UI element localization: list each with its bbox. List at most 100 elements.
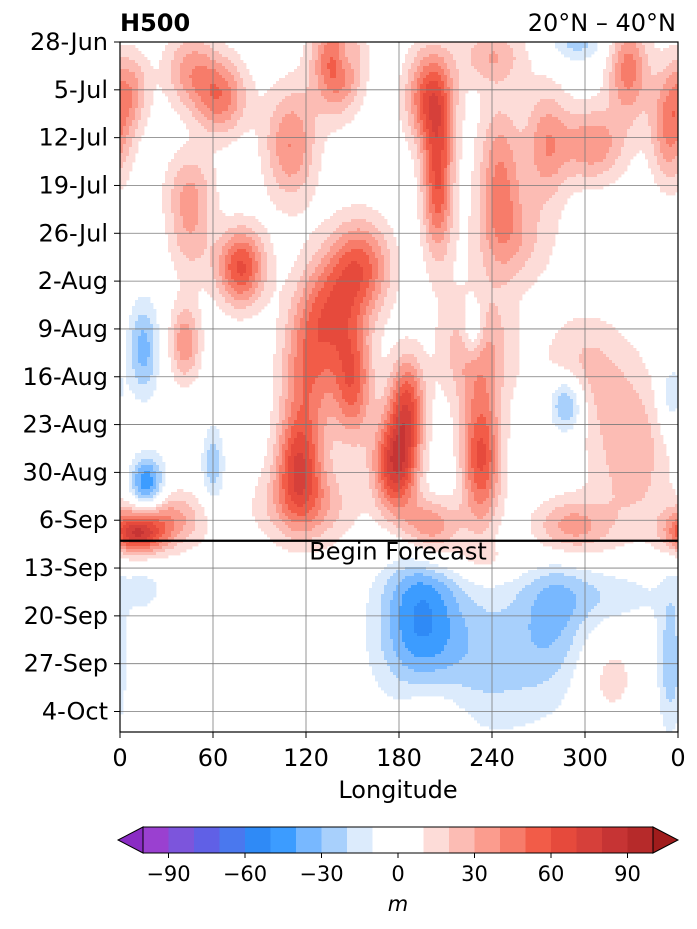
- field-cell: [504, 78, 553, 82]
- field-cell: [453, 207, 460, 211]
- field-cell: [366, 459, 373, 463]
- field-cell: [408, 144, 418, 148]
- field-cell: [384, 456, 388, 460]
- field-cell: [351, 444, 358, 448]
- field-cell: [312, 57, 319, 61]
- field-cell: [366, 312, 373, 316]
- field-cell: [294, 378, 304, 382]
- field-cell: [450, 231, 460, 235]
- field-cell: [219, 258, 226, 262]
- field-cell: [378, 480, 385, 484]
- field-cell: [522, 210, 541, 214]
- field-cell: [375, 396, 382, 400]
- field-cell: [423, 207, 427, 211]
- field-cell: [414, 453, 418, 457]
- field-cell: [153, 366, 160, 370]
- field-cell: [459, 81, 496, 85]
- field-cell: [612, 57, 619, 61]
- field-cell: [120, 393, 124, 397]
- field-cell: [495, 495, 499, 499]
- field-cell: [429, 198, 433, 202]
- field-cell: [267, 438, 277, 442]
- field-cell: [390, 282, 400, 286]
- field-cell: [411, 45, 427, 49]
- field-cell: [384, 459, 388, 463]
- field-cell: [183, 144, 229, 148]
- field-cell: [261, 168, 274, 172]
- field-cell: [384, 432, 391, 436]
- field-cell: [330, 504, 343, 508]
- field-cell: [135, 495, 139, 499]
- field-cell: [444, 138, 448, 142]
- field-cell: [381, 474, 385, 478]
- field-cell: [153, 522, 166, 526]
- field-cell: [225, 285, 232, 289]
- field-cell: [186, 372, 199, 376]
- field-cell: [339, 351, 352, 355]
- field-cell: [348, 336, 358, 340]
- field-cell: [420, 177, 424, 181]
- field-cell: [501, 402, 511, 406]
- field-cell: [432, 162, 442, 166]
- field-cell: [480, 183, 487, 187]
- field-cell: [474, 156, 484, 160]
- field-cell: [198, 192, 208, 196]
- field-cell: [144, 99, 154, 103]
- field-cell: [420, 186, 427, 190]
- field-cell: [486, 273, 517, 277]
- field-cell: [492, 459, 496, 463]
- field-cell: [213, 270, 220, 274]
- field-cell: [273, 384, 283, 388]
- field-cell: [435, 177, 442, 181]
- field-cell: [486, 198, 493, 202]
- field-cell: [135, 489, 139, 493]
- field-cell: [501, 324, 520, 328]
- field-cell: [276, 456, 283, 460]
- field-cell: [210, 108, 229, 112]
- field-cell: [384, 495, 391, 499]
- field-cell: [309, 402, 322, 406]
- field-cell: [411, 441, 415, 445]
- field-cell: [255, 486, 268, 490]
- field-cell: [246, 105, 277, 109]
- field-cell: [507, 282, 535, 286]
- field-cell: [351, 339, 358, 343]
- field-cell: [198, 336, 205, 340]
- field-cell: [360, 306, 367, 310]
- field-cell: [474, 477, 490, 481]
- field-cell: [141, 477, 154, 481]
- field-cell: [495, 234, 511, 238]
- field-cell: [126, 156, 136, 160]
- field-cell: [555, 147, 610, 151]
- field-cell: [480, 174, 487, 178]
- field-cell: [267, 492, 274, 496]
- field-cell: [426, 192, 430, 196]
- field-cell: [306, 141, 316, 145]
- field-cell: [486, 225, 493, 229]
- field-cell: [417, 129, 421, 133]
- field-cell: [453, 213, 460, 217]
- field-cell: [456, 105, 466, 109]
- field-cell: [360, 66, 370, 70]
- field-cell: [429, 114, 442, 118]
- field-cell: [369, 333, 373, 337]
- field-cell: [591, 96, 610, 100]
- field-cell: [342, 390, 361, 394]
- field-cell: [663, 87, 673, 91]
- field-cell: [483, 501, 493, 505]
- field-cell: [279, 306, 292, 310]
- field-cell: [321, 54, 340, 58]
- field-cell: [555, 141, 613, 145]
- field-cell: [609, 78, 616, 82]
- field-cell: [339, 489, 373, 493]
- field-cell: [411, 459, 415, 463]
- field-cell: [414, 483, 418, 487]
- field-cell: [288, 492, 298, 496]
- field-cell: [318, 438, 325, 442]
- field-cell: [186, 183, 196, 187]
- field-cell: [465, 381, 475, 385]
- field-cell: [501, 438, 508, 442]
- field-cell: [168, 249, 181, 253]
- field-cell: [231, 90, 238, 94]
- field-cell: [456, 384, 466, 388]
